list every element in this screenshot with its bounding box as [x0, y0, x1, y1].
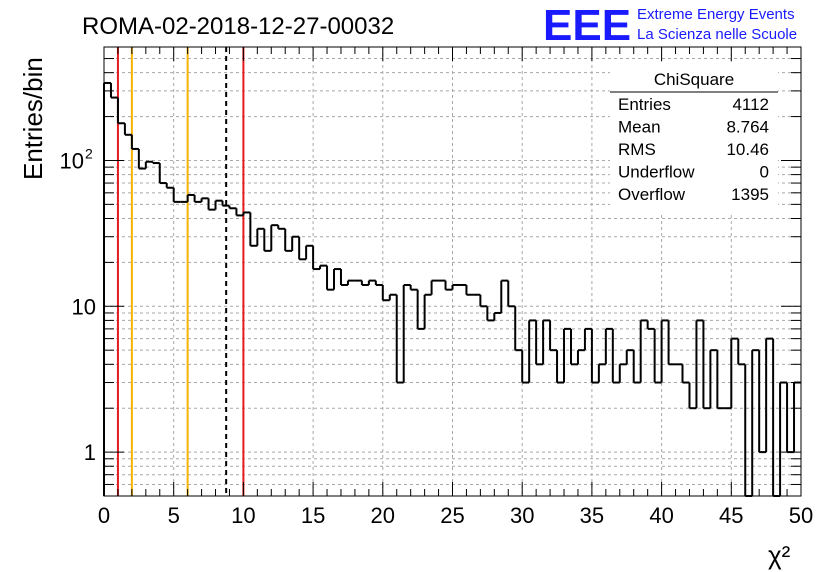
stats-row-label: Entries	[618, 95, 671, 114]
histogram	[103, 81, 801, 497]
logo-mark: EEE	[543, 1, 631, 50]
chart-title: ROMA-02-2018-12-27-00032	[82, 13, 394, 40]
stats-box-bg	[610, 64, 778, 214]
x-tick-labels: 0 5 10 15 20 25 30 35 40 45 50	[98, 503, 813, 528]
stats-row-value: 10.46	[726, 140, 769, 159]
x-axis-title: χ²	[768, 540, 791, 570]
marker-lines	[116, 47, 245, 496]
x-tick-label: 15	[301, 503, 325, 528]
x-tick-label: 0	[98, 503, 110, 528]
logo-line-2: La Scienza nelle Scuole	[637, 26, 797, 43]
grid	[104, 47, 801, 496]
x-tick-label: 35	[580, 503, 604, 528]
y-tick-label-exponent: 2	[85, 145, 93, 161]
stats-row-label: Underflow	[618, 163, 695, 182]
x-tick-label: 5	[168, 503, 180, 528]
stats-box: ChiSquare Entries 4112 Mean 8.764 RMS 10.46 Un…	[610, 64, 778, 214]
eee-logo: EEE Extreme Energy Events La Scienza nel…	[543, 1, 797, 50]
stats-row-label: Overflow	[618, 185, 686, 204]
y-axis-title: Entries/bin	[18, 57, 48, 180]
x-tick-label: 25	[440, 503, 464, 528]
y-tick-label: 1	[84, 440, 96, 465]
stats-row-value: 1395	[731, 185, 769, 204]
x-tick-label: 50	[789, 503, 813, 528]
stats-box-title: ChiSquare	[654, 70, 734, 89]
axis-ticks	[103, 46, 802, 497]
x-tick-label: 10	[231, 503, 255, 528]
x-tick-label: 20	[371, 503, 395, 528]
stats-row-label: Mean	[618, 118, 661, 137]
stats-row-value: 8.764	[726, 118, 769, 137]
stats-row-label: RMS	[618, 140, 656, 159]
y-tick-label: 10	[72, 294, 96, 319]
x-tick-label: 45	[719, 503, 743, 528]
x-tick-label: 30	[510, 503, 534, 528]
stats-row-value: 4112	[732, 95, 769, 114]
x-tick-label: 40	[649, 503, 673, 528]
y-tick-label: 10	[60, 148, 84, 173]
logo-line-1: Extreme Energy Events	[637, 6, 795, 23]
stats-row-value: 0	[760, 163, 769, 182]
